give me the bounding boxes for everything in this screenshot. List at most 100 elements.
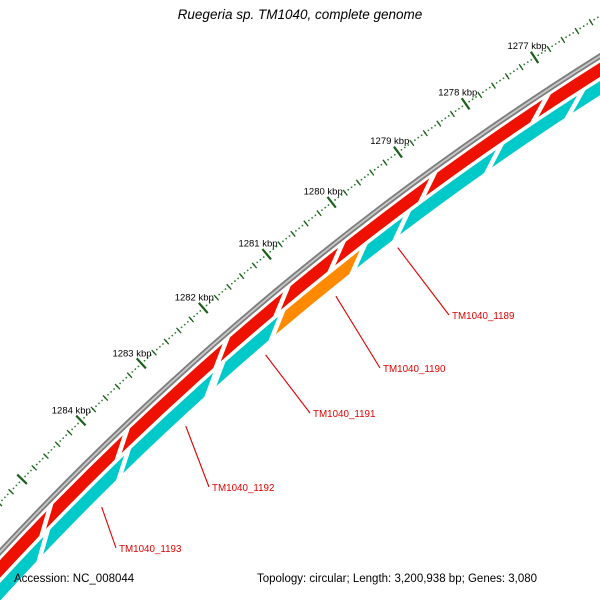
ruler-dot [403, 146, 406, 149]
ruler-dot [308, 219, 310, 222]
minor-tick [518, 63, 524, 71]
ruler-dot [530, 58, 533, 61]
ruler-dot [83, 416, 85, 419]
minor-tick [163, 338, 170, 345]
major-tick [393, 146, 403, 159]
ruler-dot [168, 337, 171, 340]
ruler-dot [101, 399, 103, 402]
tick-label-1284: 1284 kbp [52, 406, 91, 417]
accession-text: Accession: NC_008044 [14, 573, 135, 585]
ruler-minor-ticks [0, 18, 594, 507]
ruler-dot [537, 54, 540, 57]
ruler-dot [347, 188, 350, 191]
ruler-dot [441, 119, 443, 122]
tick-label-1283: 1283 kbp [112, 348, 151, 359]
ruler-dot [159, 345, 161, 348]
ruler-dot [334, 199, 336, 201]
major-tick [75, 414, 87, 427]
ruler-dot [125, 376, 128, 379]
ruler-dot [180, 326, 183, 329]
ruler-dot [53, 446, 56, 448]
ruler-dot [262, 256, 265, 258]
ruler-dot [593, 18, 596, 21]
gene-TM1040_1191 [216, 316, 278, 387]
ruler-dot [526, 61, 529, 64]
ruler-dot [468, 100, 471, 103]
ruler-dot [3, 496, 6, 499]
ruler-dot [393, 153, 396, 156]
minor-tick [42, 453, 49, 460]
leader-line-TM1040_1189 [397, 247, 450, 316]
ruler-major-ticks [16, 51, 540, 485]
ruler-dot [430, 127, 433, 129]
gene-label-TM1040_1192: TM1040_1192 [212, 483, 274, 494]
ruler-dot [540, 52, 543, 54]
gene-block [0, 536, 44, 600]
ruler-dot [324, 206, 327, 209]
ruler-dot [390, 156, 393, 159]
ruler-dot [95, 405, 97, 408]
minor-tick [369, 169, 375, 176]
ruler-dot [311, 216, 314, 219]
ruler-dot [363, 176, 366, 179]
ruler-dot [373, 168, 376, 171]
gene-block [335, 178, 430, 266]
ruler-dot [579, 27, 582, 30]
ruler-dot [211, 299, 214, 301]
ruler-dot [586, 23, 589, 25]
ruler-dot [327, 204, 330, 206]
ruler-dot [301, 224, 304, 227]
ruler-dot [243, 272, 246, 274]
minor-tick [477, 91, 483, 99]
ruler-dot [149, 354, 152, 357]
minor-tick [560, 36, 566, 44]
ruler-dot [414, 139, 416, 141]
leader-line-TM1040_1192 [185, 425, 210, 488]
minor-tick [151, 349, 157, 356]
ruler-dot [41, 457, 44, 460]
ruler-dot [246, 269, 249, 272]
minor-tick [251, 262, 258, 269]
ruler-dot [314, 214, 317, 217]
ruler-dot [259, 258, 262, 261]
ruler-dot [15, 484, 18, 487]
ruler-dot [110, 391, 112, 393]
ruler-dot [183, 323, 186, 326]
minor-tick [213, 294, 220, 301]
ruler-dot [512, 70, 515, 73]
ruler-dot [208, 301, 211, 304]
tick-label-1277: 1277 kbp [508, 41, 547, 52]
major-tick [261, 248, 272, 261]
ruler-dot [35, 463, 38, 466]
major-tick [135, 357, 147, 370]
minor-tick [175, 327, 182, 334]
ruler-dot [523, 63, 526, 66]
ruler-dot [77, 422, 79, 425]
ruler-dot [122, 379, 125, 382]
minor-tick [54, 441, 61, 448]
ruler-dot [337, 196, 340, 199]
ruler-dot [193, 315, 195, 318]
minor-tick [66, 429, 73, 436]
ruler-dot [199, 309, 202, 312]
gene-TM1040_1193 [43, 455, 125, 555]
gene-block [572, 80, 600, 113]
minor-tick [126, 372, 133, 379]
ruler-dot [47, 451, 50, 454]
gene-block [538, 62, 600, 117]
gene-block [280, 247, 338, 310]
minor-tick [114, 383, 121, 390]
ruler-dot [18, 481, 21, 484]
ruler-dot [444, 117, 447, 120]
ruler-dot [420, 134, 423, 137]
leader-line-TM1040_1190 [335, 295, 381, 369]
gene-label-TM1040_1191: TM1040_1191 [313, 409, 375, 420]
ruler-dot [475, 96, 477, 98]
major-tick [198, 302, 209, 314]
ruler-dot [174, 331, 177, 334]
ruler-dot [275, 245, 278, 248]
minor-tick [355, 179, 362, 186]
tick-label-1278: 1278 kbp [438, 88, 477, 99]
ruler-dot [234, 280, 236, 282]
minor-tick [31, 464, 38, 471]
